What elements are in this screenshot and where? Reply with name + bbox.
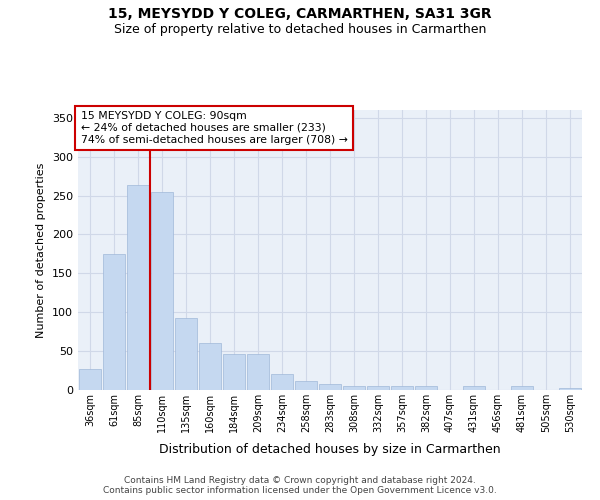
Bar — [127, 186, 149, 390]
Text: Size of property relative to detached houses in Carmarthen: Size of property relative to detached ho… — [114, 22, 486, 36]
Text: Contains HM Land Registry data © Crown copyright and database right 2024.
Contai: Contains HM Land Registry data © Crown c… — [103, 476, 497, 495]
Bar — [151, 192, 173, 390]
Bar — [103, 254, 125, 390]
Text: 15, MEYSYDD Y COLEG, CARMARTHEN, SA31 3GR: 15, MEYSYDD Y COLEG, CARMARTHEN, SA31 3G… — [108, 8, 492, 22]
Bar — [247, 354, 269, 390]
Bar — [511, 386, 533, 390]
Bar — [79, 369, 101, 390]
Y-axis label: Number of detached properties: Number of detached properties — [37, 162, 46, 338]
Bar — [199, 344, 221, 390]
Text: Distribution of detached houses by size in Carmarthen: Distribution of detached houses by size … — [159, 442, 501, 456]
Bar — [295, 382, 317, 390]
Bar — [367, 386, 389, 390]
Bar — [391, 386, 413, 390]
Bar — [559, 388, 581, 390]
Bar — [271, 374, 293, 390]
Bar — [223, 354, 245, 390]
Bar — [175, 318, 197, 390]
Bar — [415, 386, 437, 390]
Bar — [463, 386, 485, 390]
Bar — [343, 386, 365, 390]
Text: 15 MEYSYDD Y COLEG: 90sqm
← 24% of detached houses are smaller (233)
74% of semi: 15 MEYSYDD Y COLEG: 90sqm ← 24% of detac… — [80, 112, 347, 144]
Bar — [319, 384, 341, 390]
